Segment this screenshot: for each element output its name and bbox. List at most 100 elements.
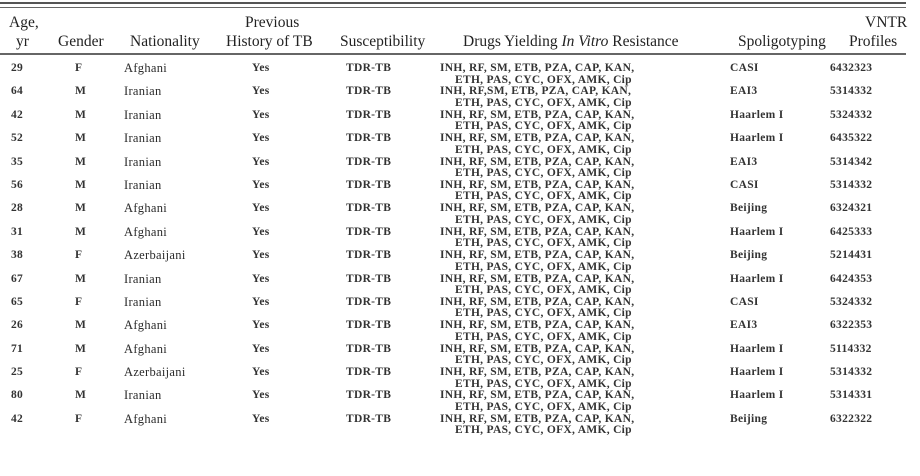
cell-history: Yes bbox=[252, 249, 270, 262]
header-history-line1: Previous bbox=[245, 14, 300, 31]
cell-history: Yes bbox=[252, 389, 270, 402]
cell-susceptibility: TDR-TB bbox=[346, 295, 392, 308]
table-row: 67 M Iranian Yes TDR-TB INH, RF, SM, ETB… bbox=[0, 271, 906, 297]
cell-susceptibility: TDR-TB bbox=[346, 85, 392, 98]
cell-history: Yes bbox=[252, 62, 270, 74]
cell-drugs-line2: ETH, PAS, CYC, OFX, AMK, Cip bbox=[455, 330, 632, 343]
cell-vntr: 6322353 bbox=[830, 319, 873, 332]
cell-age: 42 bbox=[11, 108, 24, 121]
cell-susceptibility: TDR-TB bbox=[346, 342, 392, 355]
cell-drugs-line2: ETH, PAS, CYC, OFX, AMK, Cip bbox=[455, 120, 632, 133]
cell-age: 31 bbox=[11, 225, 24, 238]
header-susceptibility: Susceptibility bbox=[340, 33, 426, 50]
cell-history: Yes bbox=[252, 178, 270, 191]
cell-vntr: 6424353 bbox=[830, 272, 873, 285]
cell-susceptibility: TDR-TB bbox=[346, 202, 392, 215]
cell-drugs-line2: ETH, PAS, CYC, OFX, AMK, Cip bbox=[455, 377, 632, 390]
cell-age: 56 bbox=[11, 178, 24, 191]
cell-drugs-line1: INH, RF, SM, ETB, PZA, CAP, KAN, bbox=[440, 319, 635, 332]
table-row: 56 M Iranian Yes TDR-TB INH, RF, SM, ETB… bbox=[0, 178, 906, 203]
header-spoligotyping: Spoligotyping bbox=[738, 33, 826, 50]
cell-age: 52 bbox=[11, 132, 24, 145]
cell-vntr: 6435322 bbox=[830, 132, 873, 145]
cell-gender: M bbox=[75, 178, 87, 191]
table-row: 28 M Afghani Yes TDR-TB INH, RF, SM, ETB… bbox=[0, 201, 906, 226]
cell-nationality: Iranian bbox=[124, 84, 162, 99]
cell-nationality: Afghani bbox=[124, 201, 168, 216]
cell-drugs-line1: INH, RF, SM, ETB, PZA, CAP, KAN, bbox=[440, 366, 635, 379]
cell-nationality: Afghani bbox=[124, 341, 168, 356]
cell-gender: M bbox=[75, 342, 87, 355]
cell-nationality: Azerbaijani bbox=[124, 248, 186, 263]
cell-susceptibility: TDR-TB bbox=[346, 366, 392, 379]
cell-susceptibility: TDR-TB bbox=[346, 62, 392, 74]
cell-nationality: Afghani bbox=[124, 318, 168, 333]
header-drugs: Drugs Yielding In Vitro Resistance bbox=[463, 33, 679, 51]
cell-gender: F bbox=[75, 366, 83, 379]
cell-nationality: Afghani bbox=[124, 224, 168, 239]
cell-susceptibility: TDR-TB bbox=[346, 225, 392, 238]
cell-spoligotyping: Beijing bbox=[730, 202, 768, 215]
cell-susceptibility: TDR-TB bbox=[346, 108, 392, 121]
cell-gender: F bbox=[75, 62, 83, 74]
table-row: 25 F Azerbaijani Yes TDR-TB INH, RF, SM,… bbox=[0, 366, 906, 390]
cell-drugs-line1: INH, RF, SM, ETB, PZA, CAP, KAN, bbox=[440, 249, 635, 262]
cell-vntr: 5214431 bbox=[830, 249, 873, 262]
top-rule bbox=[0, 2, 906, 4]
cell-gender: M bbox=[75, 108, 87, 121]
header-nationality: Nationality bbox=[130, 33, 200, 50]
cell-drugs-line2: ETH, PAS, CYC, OFX, AMK, Cip bbox=[455, 213, 632, 226]
cell-vntr: 6425333 bbox=[830, 225, 873, 238]
cell-spoligotyping: Haarlem I bbox=[730, 225, 784, 238]
cell-drugs-line1: INH, RF, SM, ETB, PZA, CAP, KAN, bbox=[440, 342, 635, 355]
cell-vntr: 5314332 bbox=[830, 366, 873, 379]
cell-drugs-line2: ETH, PAS, CYC, OFX, AMK, Cip bbox=[455, 190, 632, 203]
cell-drugs-line1: INH, RF, SM, ETB, PZA, CAP, KAN, bbox=[440, 202, 635, 215]
cell-history: Yes bbox=[252, 155, 270, 168]
cell-drugs-line1: INH, RF,SM, ETB, PZA, CAP, KAN, bbox=[440, 85, 632, 98]
cell-nationality: Iranian bbox=[124, 271, 162, 286]
cell-spoligotyping: EAI3 bbox=[730, 319, 758, 332]
cell-spoligotyping: EAI3 bbox=[730, 85, 758, 98]
cell-spoligotyping: Haarlem I bbox=[730, 389, 784, 402]
cell-susceptibility: TDR-TB bbox=[346, 132, 392, 145]
header-bottom-rule bbox=[0, 53, 906, 55]
cell-vntr: 5324332 bbox=[830, 108, 873, 121]
cell-history: Yes bbox=[252, 272, 270, 285]
cell-history: Yes bbox=[252, 412, 270, 425]
cell-history: Yes bbox=[252, 295, 270, 308]
cell-gender: M bbox=[75, 389, 87, 402]
cell-drugs-line2: ETH, PAS, CYC, OFX, AMK, Cip bbox=[455, 143, 632, 156]
cell-drugs-line1: INH, RF, SM, ETB, PZA, CAP, KAN, bbox=[440, 155, 635, 168]
cell-nationality: Afghani bbox=[124, 411, 168, 426]
cell-age: 35 bbox=[11, 155, 24, 168]
cell-drugs-line2: ETH, PAS, CYC, OFX, AMK, Cip bbox=[455, 73, 632, 86]
cell-drugs-line1: INH, RF, SM, ETB, PZA, CAP, KAN, bbox=[440, 412, 635, 425]
table-row: 38 F Azerbaijani Yes TDR-TB INH, RF, SM,… bbox=[0, 248, 906, 273]
cell-nationality: Iranian bbox=[124, 294, 162, 309]
cell-gender: M bbox=[75, 272, 87, 285]
cell-drugs-line2: ETH, PAS, CYC, OFX, AMK, Cip bbox=[455, 307, 632, 320]
header-vntr-line1: VNTR bbox=[865, 14, 908, 31]
cell-history: Yes bbox=[252, 225, 270, 238]
cell-history: Yes bbox=[252, 132, 270, 145]
header-age-line2: yr bbox=[16, 33, 29, 50]
cell-age: 29 bbox=[11, 62, 24, 74]
cell-age: 26 bbox=[11, 319, 24, 332]
cell-drugs-line2: ETH, PAS, CYC, OFX, AMK, Cip bbox=[455, 400, 632, 413]
header-age-line1: Age, bbox=[9, 14, 39, 31]
cell-nationality: Afghani bbox=[124, 61, 168, 75]
cell-age: 25 bbox=[11, 366, 24, 379]
cell-history: Yes bbox=[252, 366, 270, 379]
header-vntr-line2: Profiles bbox=[849, 33, 898, 50]
cell-susceptibility: TDR-TB bbox=[346, 412, 392, 425]
cell-spoligotyping: Beijing bbox=[730, 249, 768, 262]
cell-drugs-line2: ETH, PAS, CYC, OFX, AMK, Cip bbox=[455, 284, 632, 297]
cell-spoligotyping: Haarlem I bbox=[730, 132, 784, 145]
cell-drugs-line2: ETH, PAS, CYC, OFX, AMK, Cip bbox=[455, 354, 632, 367]
cell-vntr: 5314342 bbox=[830, 155, 873, 168]
table-row: 29 F Afghani Yes TDR-TB INH, RF, SM, ETB… bbox=[0, 61, 906, 86]
cell-age: 65 bbox=[11, 295, 24, 308]
cell-age: 28 bbox=[11, 202, 24, 215]
table-row: 65 F Iranian Yes TDR-TB INH, RF, SM, ETB… bbox=[0, 294, 906, 320]
